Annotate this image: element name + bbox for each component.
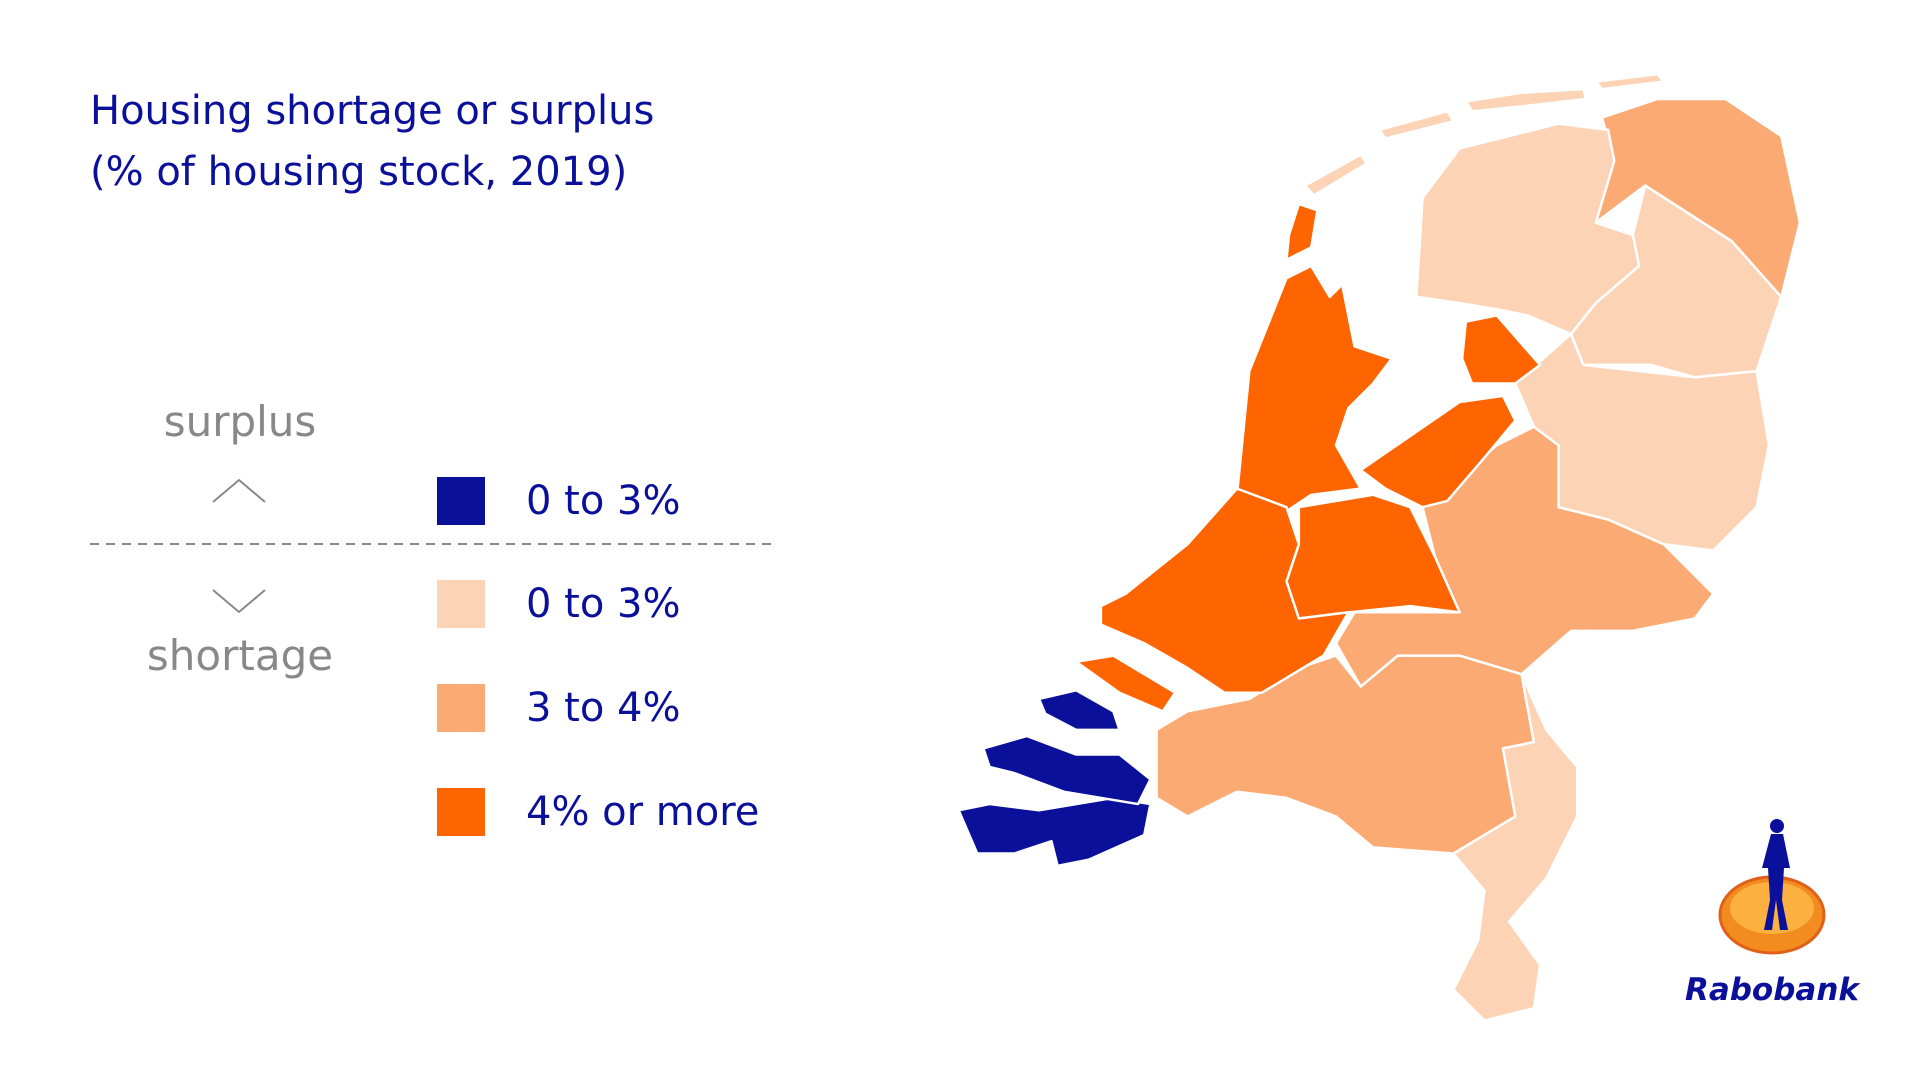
map [957,72,1802,1022]
legend-label: 0 to 3% [526,581,681,627]
region [1359,394,1517,509]
title-line: Housing shortage or surplus [90,88,654,134]
region [1514,332,1771,552]
legend-swatch [437,477,485,525]
region [1037,689,1121,732]
legend-label: 3 to 4% [526,685,681,731]
region [982,734,1152,806]
region [1235,264,1393,521]
region [1378,110,1455,140]
region [957,796,1152,868]
region [1415,122,1641,336]
region [1303,153,1369,197]
region [1285,202,1319,262]
up-chevron [212,478,266,503]
logo-text: Rabobank [1685,972,1861,1008]
region [1099,487,1350,694]
scale-label: surplus [164,397,317,446]
region [1594,72,1666,91]
title-line: (% of housing stock, 2019) [90,149,627,195]
legend-swatch [437,580,485,628]
region [1074,654,1177,713]
scale-label: shortage [147,631,333,680]
legend-swatch [437,684,485,732]
region [1464,87,1588,113]
logo: Rabobank [1685,819,1861,1008]
legend: 0 to 3% 0 to 3% 3 to 4% 4% or more [437,477,759,836]
down-chevron [212,589,266,614]
region [1452,672,1579,1022]
legend-label: 0 to 3% [526,478,681,524]
region [1460,314,1542,385]
legend-label: 4% or more [526,789,759,835]
legend-swatch [437,788,485,836]
